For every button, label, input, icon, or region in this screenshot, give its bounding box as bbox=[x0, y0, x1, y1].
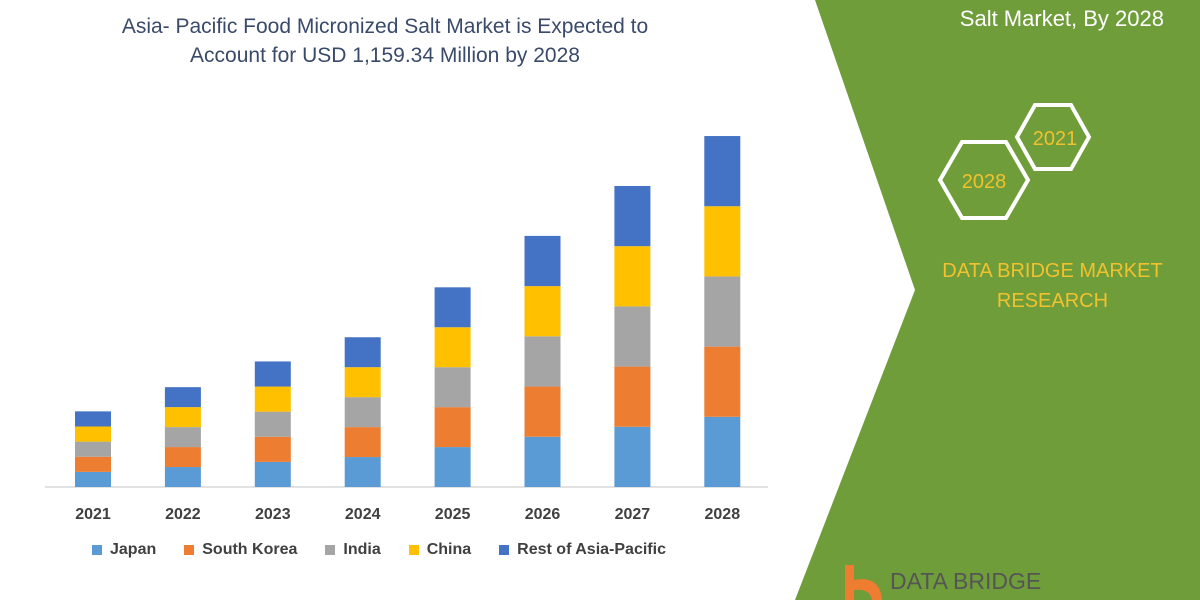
legend-swatch bbox=[92, 545, 102, 555]
bar-segment-2026-rest-of-asia-pacific bbox=[524, 235, 561, 287]
bar-segment-2027-rest-of-asia-pacific bbox=[614, 185, 651, 247]
bar-segment-2021-india bbox=[75, 441, 111, 457]
bar-segment-2024-china bbox=[344, 367, 381, 398]
x-tick-label: 2026 bbox=[525, 506, 561, 523]
bar-segment-2022-rest-of-asia-pacific bbox=[164, 387, 201, 408]
bar-segment-2022-india bbox=[164, 427, 201, 448]
logo-icon bbox=[845, 565, 882, 600]
bar-segment-2026-south-korea bbox=[524, 386, 561, 437]
legend-swatch bbox=[499, 545, 510, 555]
bar-segment-2024-rest-of-asia-pacific bbox=[344, 337, 381, 368]
x-tick-label: 2024 bbox=[345, 506, 381, 523]
legend-label: Japan bbox=[110, 541, 157, 558]
hexagon-2021-label: 2021 bbox=[1033, 128, 1078, 150]
x-tick-label: 2028 bbox=[705, 506, 741, 523]
bar-segment-2026-india bbox=[524, 336, 561, 387]
bar-segment-2023-rest-of-asia-pacific bbox=[254, 361, 291, 387]
bar-segment-2023-india bbox=[254, 411, 291, 437]
bar-segment-2025-south-korea bbox=[434, 407, 471, 448]
brand-line-1: DATA BRIDGE MARKET bbox=[942, 260, 1163, 282]
bar-segment-2027-china bbox=[614, 246, 651, 307]
legend-swatch bbox=[184, 545, 195, 555]
bar-segment-2026-china bbox=[524, 286, 561, 337]
bar-segment-2027-japan bbox=[614, 426, 651, 487]
bar-segment-2028-india bbox=[704, 276, 741, 347]
bar-segment-2021-china bbox=[75, 426, 111, 442]
bar-segment-2027-south-korea bbox=[614, 366, 651, 427]
legend: Japan South Korea India China Rest of As… bbox=[92, 541, 694, 559]
bar-segment-2021-rest-of-asia-pacific bbox=[75, 411, 111, 427]
stacked-bar-chart: 2021 2022 2023 2024 2025 2026 2027 2028 bbox=[45, 136, 768, 523]
bar-segment-2023-japan bbox=[254, 461, 291, 487]
bar-segment-2023-china bbox=[254, 386, 291, 412]
x-tick-label: 2023 bbox=[255, 506, 291, 523]
hexagon-2028-label: 2028 bbox=[962, 171, 1007, 193]
bar-segment-2025-japan bbox=[434, 447, 471, 487]
legend-item-india: India bbox=[325, 541, 381, 559]
bar-segment-2025-india bbox=[434, 367, 471, 408]
legend-item-rest-of-asia-pacific: Rest of Asia-Pacific bbox=[499, 541, 666, 559]
title-line-2: Account for USD 1,159.34 Million by 2028 bbox=[190, 44, 580, 67]
bar-segment-2025-china bbox=[434, 327, 471, 368]
x-tick-label: 2021 bbox=[75, 506, 111, 523]
green-panel bbox=[795, 0, 1200, 600]
logo-text: DATA BRIDGE bbox=[890, 568, 1042, 594]
bar-segment-2025-rest-of-asia-pacific bbox=[434, 287, 471, 328]
bar-segment-2024-south-korea bbox=[344, 427, 381, 458]
hexagon-2028: 2028 bbox=[937, 140, 1031, 220]
legend-item-china: China bbox=[408, 541, 472, 559]
legend-label: South Korea bbox=[202, 541, 298, 558]
brand-line-2: RESEARCH bbox=[996, 290, 1109, 312]
bar-segment-2022-south-korea bbox=[164, 447, 201, 468]
hexagon-2021: 2021 bbox=[1014, 103, 1092, 171]
bar-segment-2028-rest-of-asia-pacific bbox=[704, 136, 741, 207]
bar-segment-2023-south-korea bbox=[254, 436, 291, 462]
bar-segment-2028-south-korea bbox=[704, 346, 741, 417]
bar-segment-2028-china bbox=[704, 206, 741, 277]
bar-segment-2028-japan bbox=[704, 416, 741, 487]
bar-segment-2024-india bbox=[344, 397, 381, 428]
bar-segment-2021-south-korea bbox=[75, 456, 111, 472]
x-tick-label: 2022 bbox=[165, 506, 201, 523]
legend-item-south-korea: South Korea bbox=[184, 541, 297, 559]
chart-title: Asia- Pacific Food Micronized Salt Marke… bbox=[60, 12, 710, 70]
legend-swatch bbox=[325, 545, 336, 555]
legend-label: China bbox=[426, 541, 472, 558]
right-caption: Salt Market, By 2028 bbox=[959, 6, 1164, 31]
bar-segment-2022-china bbox=[164, 407, 201, 428]
legend-label: Rest of Asia-Pacific bbox=[517, 541, 666, 558]
legend-item-japan: Japan bbox=[92, 541, 156, 559]
bar-segment-2026-japan bbox=[524, 436, 561, 487]
bar-segment-2024-japan bbox=[344, 457, 381, 487]
legend-swatch bbox=[408, 545, 419, 555]
x-tick-label: 2027 bbox=[615, 506, 651, 523]
x-tick-label: 2025 bbox=[435, 506, 471, 523]
bar-segment-2022-japan bbox=[164, 467, 201, 487]
bar-segment-2027-india bbox=[614, 306, 651, 367]
brand-text: DATA BRIDGE MARKET RESEARCH bbox=[920, 256, 1185, 316]
legend-label: India bbox=[343, 541, 381, 558]
bar-segment-2021-japan bbox=[75, 471, 111, 487]
title-line-1: Asia- Pacific Food Micronized Salt Marke… bbox=[121, 15, 649, 38]
